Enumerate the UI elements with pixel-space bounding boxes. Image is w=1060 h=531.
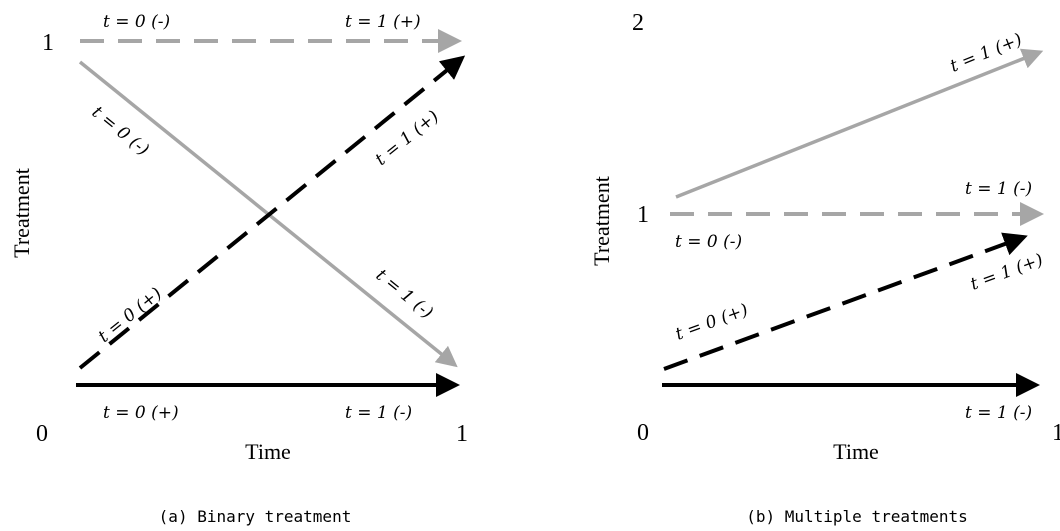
b-y-tick-0: 0 (637, 420, 649, 446)
a-y-tick-1: 1 (42, 30, 54, 56)
a-caption: (a) Binary treatment (159, 507, 352, 526)
b-label-dashed-black-t0: t = 0 (+) (673, 300, 751, 345)
a-label-dashed-black-t0: t = 0 (+) (95, 284, 166, 347)
a-label-dashed-black-t1: t = 1 (+) (372, 107, 443, 170)
b-label-dashed-gray-t0: t = 0 (-) (675, 232, 742, 252)
panel-a: 1 0 1 Treatment Time t = 0 (-) t = 1 (+)… (9, 12, 468, 526)
b-y-tick-2: 2 (632, 10, 644, 36)
a-x-tick-1: 1 (456, 421, 468, 447)
b-caption: (b) Multiple treatments (746, 507, 968, 526)
b-dashed-black-arrow (663, 232, 1028, 371)
a-label-solid-gray-t1: t = 1 (-) (372, 265, 437, 323)
b-x-tick-1: 1 (1052, 420, 1060, 446)
b-x-axis-label: Time (833, 439, 879, 464)
b-label-solid-black-t1: t = 1 (-) (965, 403, 1032, 423)
a-x-axis-label: Time (245, 439, 291, 464)
b-solid-gray-arrow (675, 48, 1044, 199)
b-label-dashed-gray-t1: t = 1 (-) (965, 179, 1032, 199)
a-label-solid-black-t1: t = 1 (-) (345, 403, 412, 423)
b-y-tick-1: 1 (637, 202, 649, 228)
a-label-dashed-gray-t1: t = 1 (+) (345, 12, 421, 32)
panel-b: 2 1 0 1 Treatment Time t = 1 (+) t = 1 (… (589, 10, 1060, 526)
b-label-dashed-black-t1: t = 1 (+) (968, 250, 1046, 295)
a-dashed-black-arrow (78, 55, 466, 370)
a-label-solid-black-t0: t = 0 (+) (103, 403, 179, 423)
b-y-axis-label: Treatment (589, 176, 614, 266)
a-y-tick-0: 0 (36, 421, 48, 447)
a-y-axis-label: Treatment (9, 168, 34, 258)
a-label-dashed-gray-t0: t = 0 (-) (103, 12, 170, 32)
b-label-solid-gray-t1: t = 1 (+) (947, 30, 1025, 77)
